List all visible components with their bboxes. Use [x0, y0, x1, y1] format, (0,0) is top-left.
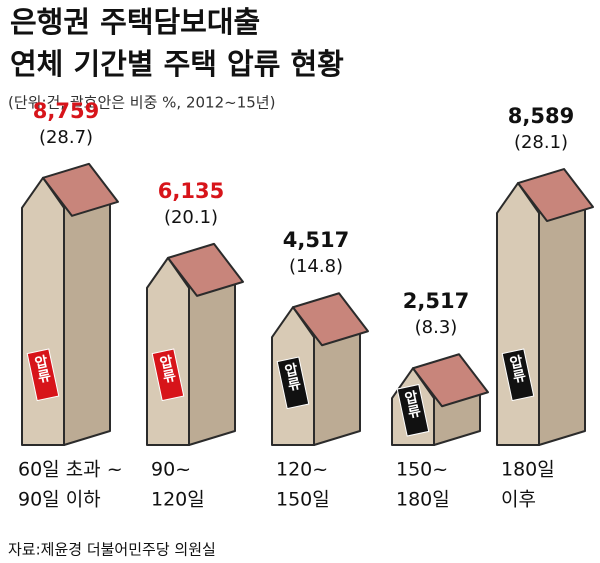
stamp: 압류 [151, 348, 185, 402]
stamp: 압류 [501, 348, 535, 402]
house-front [21, 176, 65, 446]
subtitle: (단위:건, 괄호안은 비중 %, 2012~15년) [8, 94, 275, 112]
category-label: 120~ [276, 459, 328, 481]
category-label: 120일 [151, 489, 205, 511]
category-label: 90일 이하 [18, 489, 101, 511]
stamp-paper [501, 348, 535, 402]
stamp-paper [151, 348, 185, 402]
stamp-text: 압류 [401, 389, 423, 421]
house-side [188, 272, 236, 446]
house [496, 168, 594, 446]
stamp: 압류 [26, 348, 60, 402]
share-label: (28.1) [514, 132, 568, 153]
house-roof [42, 162, 119, 217]
stamp-text: 압류 [281, 362, 303, 394]
value-label: 2,517 [403, 289, 469, 313]
house-side [63, 192, 111, 446]
value-label: 8,759 [33, 99, 99, 123]
chart-title: 연체 기간별 주택 압류 현황 [10, 47, 344, 81]
share-label: (8.3) [415, 317, 458, 338]
value-label: 4,517 [283, 228, 349, 252]
house-roof [292, 292, 369, 347]
stamp-paper [26, 348, 60, 402]
category-label: 60일 초과 ~ [18, 459, 123, 481]
share-label: (20.1) [164, 207, 218, 228]
house [146, 242, 244, 446]
source: 자료:제윤경 더불어민주당 의원실 [8, 541, 216, 559]
stamp-paper [396, 383, 430, 437]
category-label: 150~ [396, 459, 448, 481]
stamp-text: 압류 [506, 354, 528, 386]
house-roof [517, 168, 594, 223]
house-side [538, 198, 586, 446]
share-label: (14.8) [289, 256, 343, 277]
stamp: 압류 [396, 383, 430, 437]
house [21, 162, 119, 446]
stamp-text: 압류 [156, 354, 178, 386]
stamp: 압류 [276, 356, 310, 410]
share-label: (28.7) [39, 127, 93, 148]
category-label: 이후 [501, 489, 536, 511]
house-roof [167, 242, 244, 297]
value-label: 8,589 [508, 104, 574, 128]
category-label: 180일 [396, 489, 450, 511]
house-roof [412, 353, 489, 408]
category-label: 180일 [501, 459, 555, 481]
category-label: 90~ [151, 459, 191, 481]
category-label: 150일 [276, 489, 330, 511]
value-label: 6,135 [158, 179, 224, 203]
chart-title: 은행권 주택담보대출 [10, 5, 260, 39]
stamp-text: 압류 [31, 354, 53, 386]
house-front [496, 182, 540, 446]
stamp-paper [276, 356, 310, 410]
